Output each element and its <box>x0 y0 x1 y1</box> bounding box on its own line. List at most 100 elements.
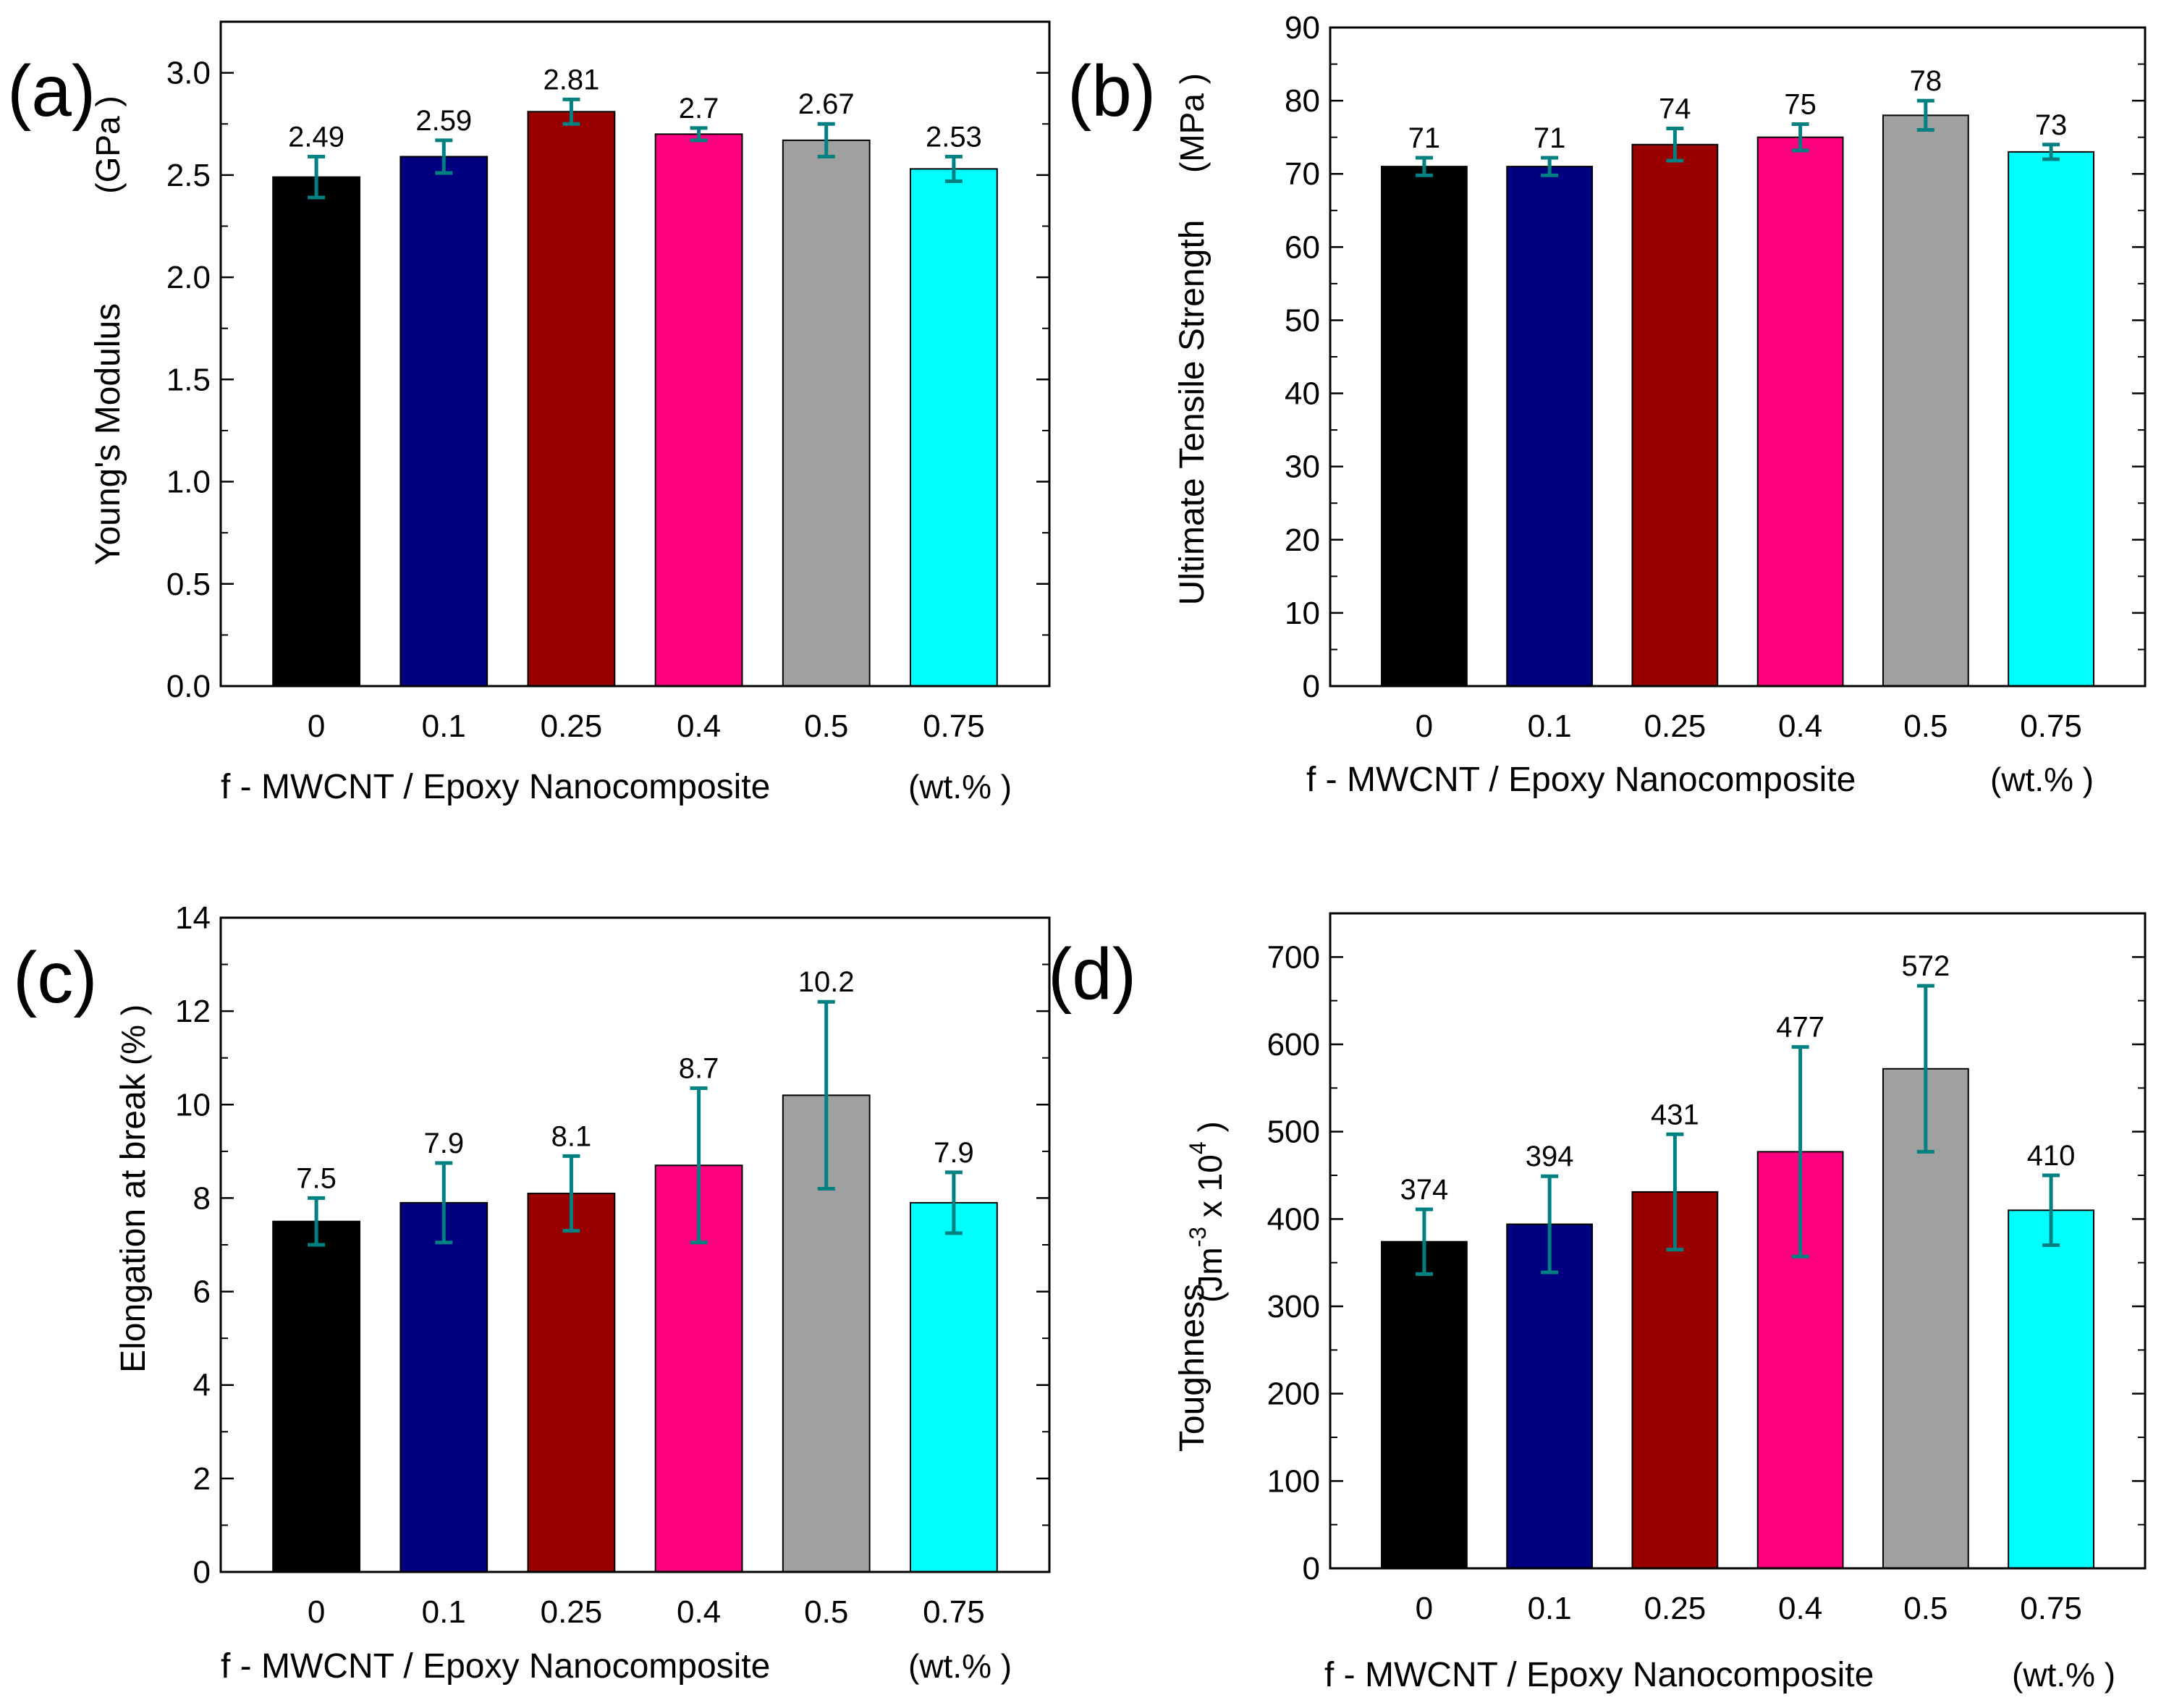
panel-b-y-tick-label: 60 <box>1285 229 1320 265</box>
panel-b-y-tick-label: 40 <box>1285 376 1320 412</box>
panel-b-y-tick-label: 80 <box>1285 83 1320 119</box>
panel-a-x-tick-label: 0.75 <box>923 709 985 744</box>
panel-d-x-unit: (wt.% ) <box>2012 1656 2115 1694</box>
panel-d-x-tick-label: 0.75 <box>2020 1591 2082 1626</box>
panel-b-x-tick-label: 0 <box>1416 709 1433 744</box>
panel-b-y-tick-label: 90 <box>1285 10 1320 46</box>
panel-d-y-tick-label: 200 <box>1267 1377 1320 1412</box>
panel-d-value-label: 410 <box>2027 1140 2076 1172</box>
panel-a-value-label: 2.67 <box>798 88 855 120</box>
panel-c-y-tick-label: 2 <box>193 1461 211 1497</box>
panel-d: (d) Toughness (Jm-3 x 104 ) f - MWCNT / … <box>1048 912 2147 1694</box>
panel-d-y-tick-label: 100 <box>1267 1463 1320 1499</box>
panel-b-y-tick-label: 0 <box>1303 669 1320 704</box>
panel-c-x-tick-label: 0.1 <box>422 1594 466 1630</box>
panel-c-y-tick-label: 4 <box>193 1368 211 1403</box>
panel-c-value-label: 10.2 <box>798 966 855 998</box>
panel-d-letter: (d) <box>1048 934 1136 1015</box>
panel-a-y-title: Young's Modulus <box>89 303 127 565</box>
panel-d-x-tick-label: 0.25 <box>1644 1591 1707 1626</box>
panel-b-value-label: 71 <box>1408 122 1441 154</box>
panel-b-bar-0.25 <box>1631 143 1719 687</box>
panel-a-value-label: 2.81 <box>543 64 599 96</box>
panel-b-value-label: 73 <box>2035 109 2068 141</box>
panel-b-x-tick-label: 0.25 <box>1644 709 1707 744</box>
panel-a-bar-0 <box>272 176 361 687</box>
panel-c-y-tick-label: 12 <box>175 994 211 1029</box>
panel-d-y-unit-exp1: -3 <box>1185 1227 1211 1247</box>
panel-a-bar-0.5 <box>782 139 871 687</box>
panel-a-y-unit: (GPa ) <box>89 96 127 193</box>
panel-c-frame <box>219 916 1051 1573</box>
panel-d-y-tick-label: 400 <box>1267 1201 1320 1237</box>
panel-b-bar-0.1 <box>1506 166 1594 688</box>
panel-a-y-tick-label: 3.0 <box>166 56 211 91</box>
panel-a-x-unit: (wt.% ) <box>908 768 1012 806</box>
panel-c-x-unit: (wt.% ) <box>908 1647 1012 1685</box>
panel-b-bar-0.75 <box>2008 151 2094 687</box>
panel-c-letter: (c) <box>13 937 98 1018</box>
panel-a-y-tick-label: 2.5 <box>166 158 211 193</box>
panel-c-x-tick-label: 0.4 <box>677 1594 721 1630</box>
panel-d-x-tick-label: 0.5 <box>1903 1591 1948 1626</box>
panel-a-y-tick-label: 1.0 <box>166 465 211 500</box>
panel-d-value-label: 394 <box>1526 1141 1574 1172</box>
panel-a-bar-0.75 <box>909 168 998 687</box>
panel-c-value-label: 8.7 <box>679 1053 719 1085</box>
panel-a-x-tick-label: 0.4 <box>677 709 721 744</box>
panel-b-y-tick-label: 30 <box>1285 449 1320 485</box>
panel-c-bar-0 <box>272 1220 361 1573</box>
panel-b-x-tick-label: 0.5 <box>1903 709 1948 744</box>
panel-d-y-tick-label: 500 <box>1267 1115 1320 1150</box>
panel-d-y-tick-label: 0 <box>1303 1551 1320 1586</box>
panel-c-value-label: 8.1 <box>551 1120 592 1152</box>
panel-d-bar-0.75 <box>2008 1209 2094 1570</box>
panel-d-value-label: 374 <box>1400 1174 1449 1206</box>
panel-c-y-tick-label: 6 <box>193 1274 211 1310</box>
panel-a-value-label: 2.53 <box>926 121 982 153</box>
panel-b-y-title: Ultimate Tensile Strength <box>1173 220 1211 606</box>
panel-d-value-label: 431 <box>1651 1099 1699 1130</box>
panel-a-bar-0.4 <box>654 133 743 688</box>
panel-d-y-unit-close: ) <box>1191 1121 1229 1141</box>
panel-b-value-label: 75 <box>1784 88 1817 120</box>
panel-d-x-tick-label: 0.4 <box>1778 1591 1822 1626</box>
panel-c-x-title: f - MWCNT / Epoxy Nanocomposite <box>221 1647 770 1686</box>
panel-d-value-label: 477 <box>1776 1012 1824 1044</box>
panel-b-y-tick-label: 10 <box>1285 596 1320 631</box>
panel-c-value-label: 7.5 <box>296 1162 337 1194</box>
panel-a-bar-0.1 <box>399 156 489 687</box>
panel-a: (a) Young's Modulus (GPa ) f - MWCNT / E… <box>7 20 1051 806</box>
panel-b-x-unit: (wt.% ) <box>1990 761 2094 798</box>
panel-c-y-tick-label: 10 <box>175 1087 211 1123</box>
panel-b-letter: (b) <box>1067 51 1156 132</box>
panel-a-y-tick-label: 0.0 <box>166 669 211 704</box>
panel-c: (c) Elongation at break (% ) f - MWCNT /… <box>13 900 1051 1686</box>
panel-a-value-label: 2.49 <box>288 121 344 153</box>
panel-d-x-tick-label: 0 <box>1416 1591 1433 1626</box>
panel-b-y-unit: (MPa ) <box>1173 73 1211 173</box>
panel-b-value-label: 74 <box>1659 93 1691 125</box>
panel-d-x-title: f - MWCNT / Epoxy Nanocomposite <box>1324 1656 1874 1694</box>
panel-d-y-unit-exp2: 4 <box>1185 1141 1211 1154</box>
panel-a-x-tick-label: 0.5 <box>804 709 848 744</box>
panel-a-value-label: 2.59 <box>415 105 472 137</box>
panel-b-bar-0.5 <box>1882 114 1969 688</box>
panel-d-y-tick-label: 600 <box>1267 1027 1320 1062</box>
panel-c-x-tick-label: 0.25 <box>541 1594 603 1630</box>
panel-b-bar-0.4 <box>1756 136 1844 687</box>
panel-c-y-tick-label: 8 <box>193 1180 211 1216</box>
panel-b-value-label: 71 <box>1534 122 1566 154</box>
panel-a-letter: (a) <box>7 51 96 132</box>
panel-b-y-tick-label: 70 <box>1285 156 1320 192</box>
panel-d-y-tick-label: 700 <box>1267 939 1320 975</box>
panel-b: (b) Ultimate Tensile Strength (MPa ) f -… <box>1067 10 2147 799</box>
panel-d-bar-0 <box>1381 1240 1468 1569</box>
panel-b-x-tick-label: 0.1 <box>1528 709 1572 744</box>
panel-d-bar-0.1 <box>1506 1223 1594 1570</box>
panel-b-bar-0 <box>1381 166 1468 688</box>
panel-b-value-label: 78 <box>1910 65 1942 97</box>
panel-d-y-unit-open: (Jm <box>1191 1247 1229 1303</box>
panel-a-x-tick-label: 0.25 <box>541 709 603 744</box>
panel-c-y-unit: (% ) <box>114 1005 152 1065</box>
